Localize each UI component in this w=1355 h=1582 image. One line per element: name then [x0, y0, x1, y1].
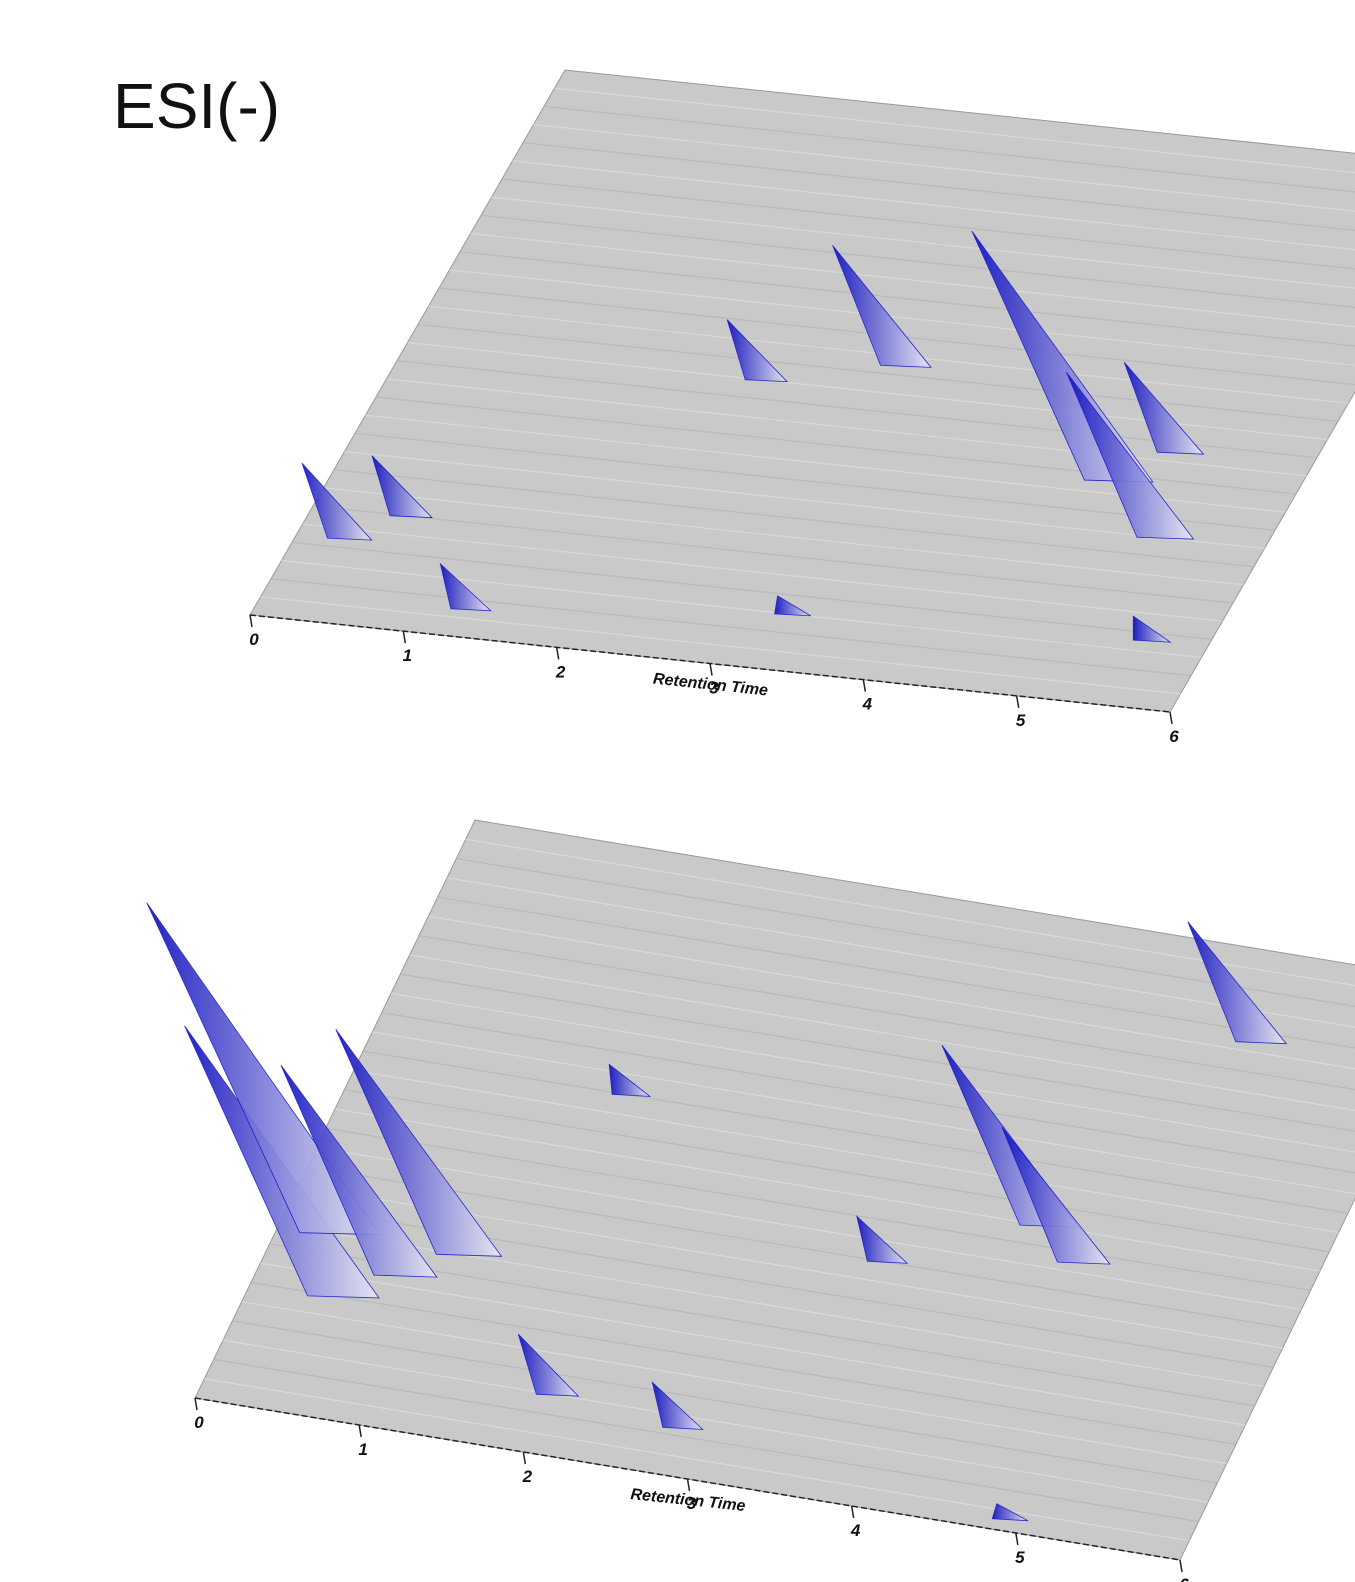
peak — [301, 462, 373, 541]
x-tick — [358, 1424, 362, 1438]
x-tick — [709, 663, 713, 676]
x-tick — [522, 1451, 527, 1465]
surface-ridge — [409, 954, 1355, 1111]
surface-ridge — [456, 857, 1355, 1007]
peak — [726, 319, 789, 383]
x-tick — [194, 1397, 198, 1411]
surface-ridge — [428, 915, 1355, 1070]
x-tick — [686, 1478, 691, 1492]
surface-ridge — [554, 87, 1355, 174]
x-tick-label: 5 — [1015, 1548, 1025, 1567]
surface-ridge — [302, 523, 1223, 622]
peak — [1187, 921, 1288, 1045]
peak — [774, 595, 811, 617]
surface-ridge — [269, 1243, 1255, 1407]
x-tick-label: 3 — [687, 1494, 697, 1513]
surface-ridge — [372, 1031, 1355, 1195]
surface-ridge — [333, 469, 1255, 568]
surface-ridge — [291, 541, 1213, 640]
peak — [832, 245, 932, 368]
surface-ridge — [480, 214, 1355, 309]
figure-title: ESI(-) — [113, 70, 280, 142]
surface-ridge — [381, 1012, 1355, 1174]
surface-ridge — [344, 450, 1265, 550]
peak — [335, 1029, 503, 1257]
surface-ridge — [390, 992, 1355, 1153]
surface-ridge — [491, 196, 1355, 289]
peak — [1001, 1126, 1111, 1265]
surface-ridge — [533, 123, 1355, 212]
peak — [856, 1215, 909, 1264]
x-tick — [850, 1505, 855, 1519]
peak — [1132, 615, 1172, 643]
x-tick — [1015, 695, 1020, 708]
surface-ridge — [204, 1378, 1190, 1542]
peak — [517, 1333, 580, 1397]
surface-ridge — [400, 973, 1355, 1132]
surface-ridge — [501, 178, 1355, 270]
peak — [608, 1063, 652, 1097]
surface-ridge — [316, 1146, 1302, 1311]
surface-ridge — [470, 232, 1355, 328]
x-tick-label: 6 — [1179, 1575, 1189, 1582]
x-tick — [1169, 711, 1173, 725]
peak — [991, 1503, 1029, 1522]
surface-ridge — [449, 269, 1355, 366]
surface-ridge — [334, 1108, 1321, 1272]
x-tick-label: 0 — [249, 630, 259, 649]
x-tick — [249, 614, 253, 628]
x-tick-label: 6 — [1169, 727, 1179, 746]
surface-ridge — [325, 1127, 1311, 1291]
surface-ridge — [306, 1166, 1293, 1330]
surface-ridge — [323, 487, 1244, 586]
peak — [371, 455, 433, 519]
surface-ridge — [543, 105, 1355, 193]
surface-ridge — [362, 1050, 1349, 1214]
surface-ridge — [250, 1281, 1237, 1445]
surface-ridge — [260, 596, 1181, 695]
surface-ridge — [459, 251, 1355, 347]
x-tick — [1179, 1559, 1183, 1573]
x-tick-label: 1 — [403, 646, 412, 665]
x-tick-label: 1 — [358, 1440, 367, 1459]
surface-ridge — [512, 160, 1355, 251]
x-tick — [555, 647, 560, 660]
x-tick-label: 0 — [194, 1413, 204, 1432]
surface-ridge — [281, 559, 1202, 659]
peak — [651, 1381, 704, 1430]
peak — [280, 1064, 438, 1278]
peak — [1123, 361, 1205, 455]
surface-ridge — [312, 505, 1234, 604]
surface-ridge — [465, 838, 1355, 987]
peak — [439, 562, 492, 612]
x-tick-label: 4 — [862, 695, 873, 714]
surface-ridge — [344, 1089, 1330, 1253]
surface-ridge — [354, 432, 1276, 531]
surface-ridge — [232, 1320, 1218, 1484]
x-tick — [402, 631, 407, 644]
x-tick-label: 2 — [522, 1467, 533, 1486]
surface-ridge — [386, 378, 1307, 477]
surface-ridge — [522, 142, 1355, 231]
x-tick — [862, 679, 867, 692]
x-tick — [1015, 1532, 1019, 1546]
surface-ridge — [260, 1262, 1246, 1426]
peak — [1066, 371, 1195, 540]
surface-ridge — [241, 1301, 1227, 1465]
x-tick-label: 2 — [555, 662, 566, 681]
surface-ridge — [213, 1358, 1199, 1523]
surface-ridge — [446, 877, 1355, 1028]
surface-ridge — [417, 323, 1339, 422]
surface-ridge — [222, 1339, 1209, 1503]
x-tick-label: 4 — [850, 1521, 861, 1540]
x-tick-label: 5 — [1016, 711, 1026, 730]
surface-ridge — [418, 935, 1355, 1091]
x-tick-label: 3 — [709, 679, 719, 698]
surface-ridge — [270, 578, 1192, 677]
surface-ridge — [353, 1069, 1339, 1234]
